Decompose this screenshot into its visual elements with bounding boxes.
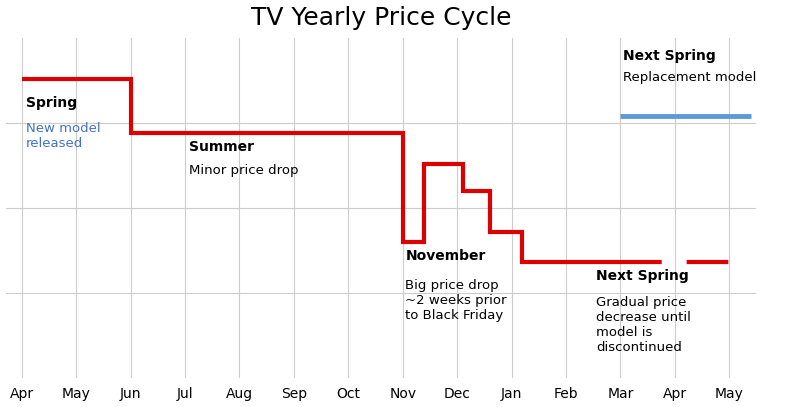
Text: Next Spring: Next Spring — [596, 269, 689, 283]
Text: November: November — [405, 249, 486, 263]
Text: Big price drop
~2 weeks prior
to Black Friday: Big price drop ~2 weeks prior to Black F… — [405, 279, 507, 322]
Title: TV Yearly Price Cycle: TV Yearly Price Cycle — [251, 6, 512, 30]
Text: Summer: Summer — [190, 140, 254, 154]
Text: Replacement model: Replacement model — [623, 71, 756, 84]
Text: Gradual price
decrease until
model is
discontinued: Gradual price decrease until model is di… — [596, 296, 691, 354]
Text: New model
released: New model released — [26, 122, 101, 149]
Text: Spring: Spring — [26, 96, 77, 110]
Text: Minor price drop: Minor price drop — [190, 164, 299, 177]
Text: Next Spring: Next Spring — [623, 48, 716, 63]
